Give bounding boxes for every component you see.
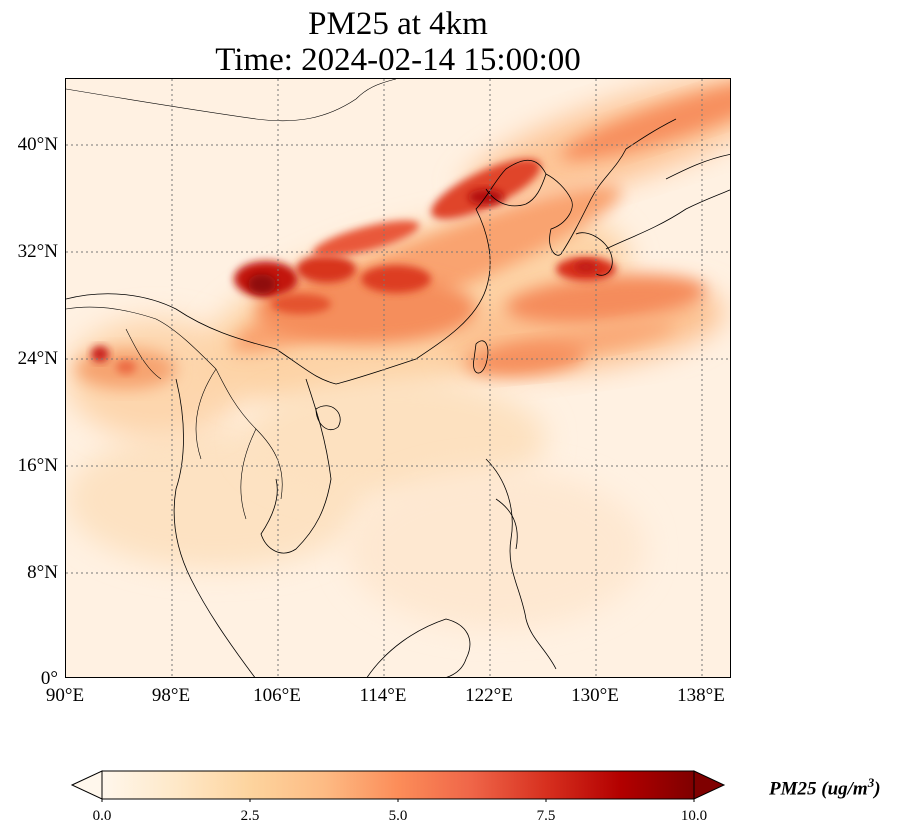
- colorbar-tick-2-5: 2.5: [240, 808, 260, 824]
- colorbar-label: PM25 (ug/m3): [769, 775, 881, 800]
- colorbar-max-extend-arrow: [693, 770, 726, 800]
- lat-label-24n: 24°N: [17, 348, 58, 369]
- lat-label-32n: 32°N: [17, 241, 58, 262]
- colorbar-tick-0: 0.0: [92, 808, 112, 824]
- lon-label-98e: 98°E: [151, 685, 191, 706]
- gridlines: [66, 79, 730, 677]
- lon-label-130e: 130°E: [571, 685, 619, 706]
- lat-label-40n: 40°N: [17, 134, 58, 155]
- colorbar-tick-5: 5.0: [388, 808, 408, 824]
- coastlines: [66, 118, 730, 677]
- colorbar-min-extend-arrow: [70, 770, 103, 800]
- lon-label-106e: 106°E: [253, 685, 301, 706]
- lon-label-90e: 90°E: [45, 685, 85, 706]
- map-plot-area[interactable]: [65, 78, 731, 678]
- lon-label-114e: 114°E: [359, 685, 407, 706]
- colorbar: [70, 770, 726, 802]
- lon-label-122e: 122°E: [465, 685, 513, 706]
- colorbar-gradient: [102, 771, 694, 799]
- colorbar-tick-7-5: 7.5: [536, 808, 556, 824]
- country-borders: [66, 79, 397, 520]
- map-title: PM25 at 4km: [308, 6, 488, 42]
- map-subtitle-time: Time: 2024-02-14 15:00:00: [215, 42, 581, 78]
- lat-label-16n: 16°N: [17, 455, 58, 476]
- pm25-concentration-field: [66, 79, 730, 677]
- colorbar-tick-10: 10.0: [680, 808, 708, 824]
- lon-label-138e: 138°E: [677, 685, 725, 706]
- lat-label-8n: 8°N: [27, 562, 58, 583]
- lat-label-0: 0°: [40, 668, 58, 689]
